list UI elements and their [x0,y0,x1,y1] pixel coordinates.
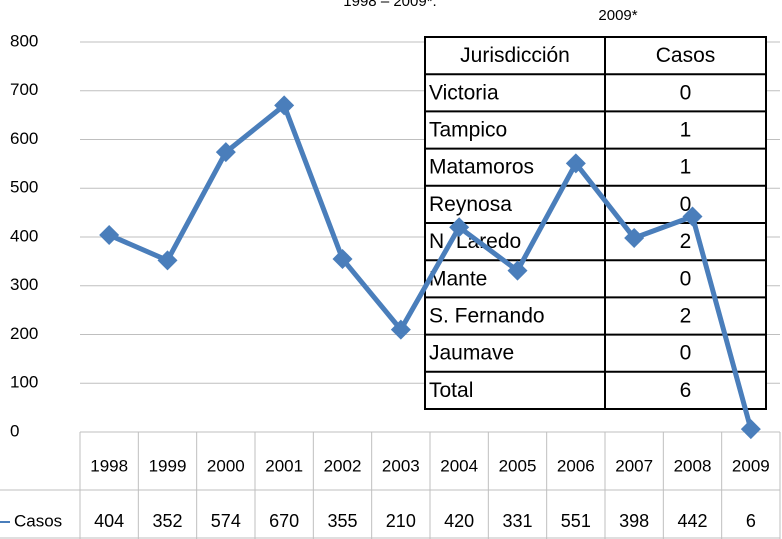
x-tick-label: 2000 [207,456,245,475]
table-header: Jurisdicción [460,44,570,67]
table-cell: Total [429,379,473,402]
table-cell: Mante [429,267,487,290]
table-cell: Victoria [429,81,499,104]
table-cell: 1 [680,119,692,142]
marker [624,227,645,248]
table-cell: Tampico [429,119,507,142]
marker [99,225,120,246]
data-table-value: 331 [502,511,532,531]
marker [449,217,470,238]
data-table-value: 670 [269,511,299,531]
table-cell: Matamoros [429,156,534,179]
legend-label: Casos [14,511,62,530]
y-tick-label: 100 [10,373,38,392]
marker [215,142,236,163]
table-cell: 0 [680,342,692,365]
x-tick-label: 1999 [149,456,187,475]
table-header: Casos [656,44,716,67]
table-cell: S. Fernando [429,305,545,328]
marker [274,95,295,116]
table-cell: 6 [680,379,692,402]
marker [507,260,528,281]
y-tick-label: 200 [10,324,38,343]
data-table-value: 352 [152,511,182,531]
data-table-value: 355 [327,511,357,531]
y-tick-label: 600 [10,129,38,148]
chart-subtitle: 2009* [598,7,637,24]
data-table-value: 442 [677,511,707,531]
data-table-value: 6 [746,511,756,531]
marker [740,419,761,440]
x-tick-label: 2008 [674,456,712,475]
y-tick-label: 700 [10,80,38,99]
x-tick-label: 1998 [90,456,128,475]
table-cell: 2 [680,230,692,253]
marker [332,248,353,269]
table-cell: 1 [680,156,692,179]
data-table-value: 420 [444,511,474,531]
table-cell: Reynosa [429,193,512,216]
series-line [108,102,754,430]
marker [390,319,411,340]
table-cell: 0 [680,81,692,104]
data-table-value: 210 [386,511,416,531]
data-table-value: 574 [211,511,241,531]
chart-title: 1998 – 2009*. [343,0,436,10]
table-cell: 0 [680,267,692,290]
y-tick-label: 500 [10,178,38,197]
x-tick-label: 2009 [732,456,770,475]
y-tick-label: 800 [10,31,38,50]
marker [157,250,178,271]
data-table-value: 551 [561,511,591,531]
table-cell: 0 [680,193,692,216]
table-cell: 2 [680,305,692,328]
x-tick-label: 2004 [440,456,478,475]
x-tick-label: 2006 [557,456,595,475]
marker [565,153,586,174]
x-tick-label: 2003 [382,456,420,475]
marker [682,206,703,227]
y-tick-label: 400 [10,226,38,245]
x-tick-label: 2005 [499,456,537,475]
x-tick-label: 2002 [324,456,362,475]
data-table-value: 404 [94,511,124,531]
y-tick-label: 0 [10,421,19,440]
table-cell: Jaumave [429,342,514,365]
x-tick-label: 2001 [265,456,303,475]
y-tick-label: 300 [10,275,38,294]
data-table-value: 398 [619,511,649,531]
x-tick-label: 2007 [615,456,653,475]
